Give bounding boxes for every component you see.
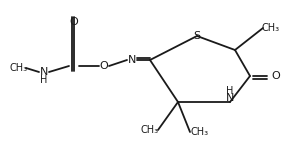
Text: O: O (272, 71, 280, 81)
Text: N: N (128, 55, 136, 65)
Text: CH₃: CH₃ (141, 125, 159, 135)
Text: S: S (193, 31, 201, 41)
Text: CH₃: CH₃ (262, 23, 280, 33)
Text: N: N (226, 93, 234, 103)
Text: H: H (226, 86, 234, 96)
Text: O: O (100, 61, 108, 71)
Text: O: O (70, 17, 78, 27)
Text: CH₃: CH₃ (10, 63, 28, 73)
Text: CH₃: CH₃ (191, 127, 209, 137)
Text: H: H (40, 75, 48, 85)
Text: N: N (40, 67, 48, 77)
